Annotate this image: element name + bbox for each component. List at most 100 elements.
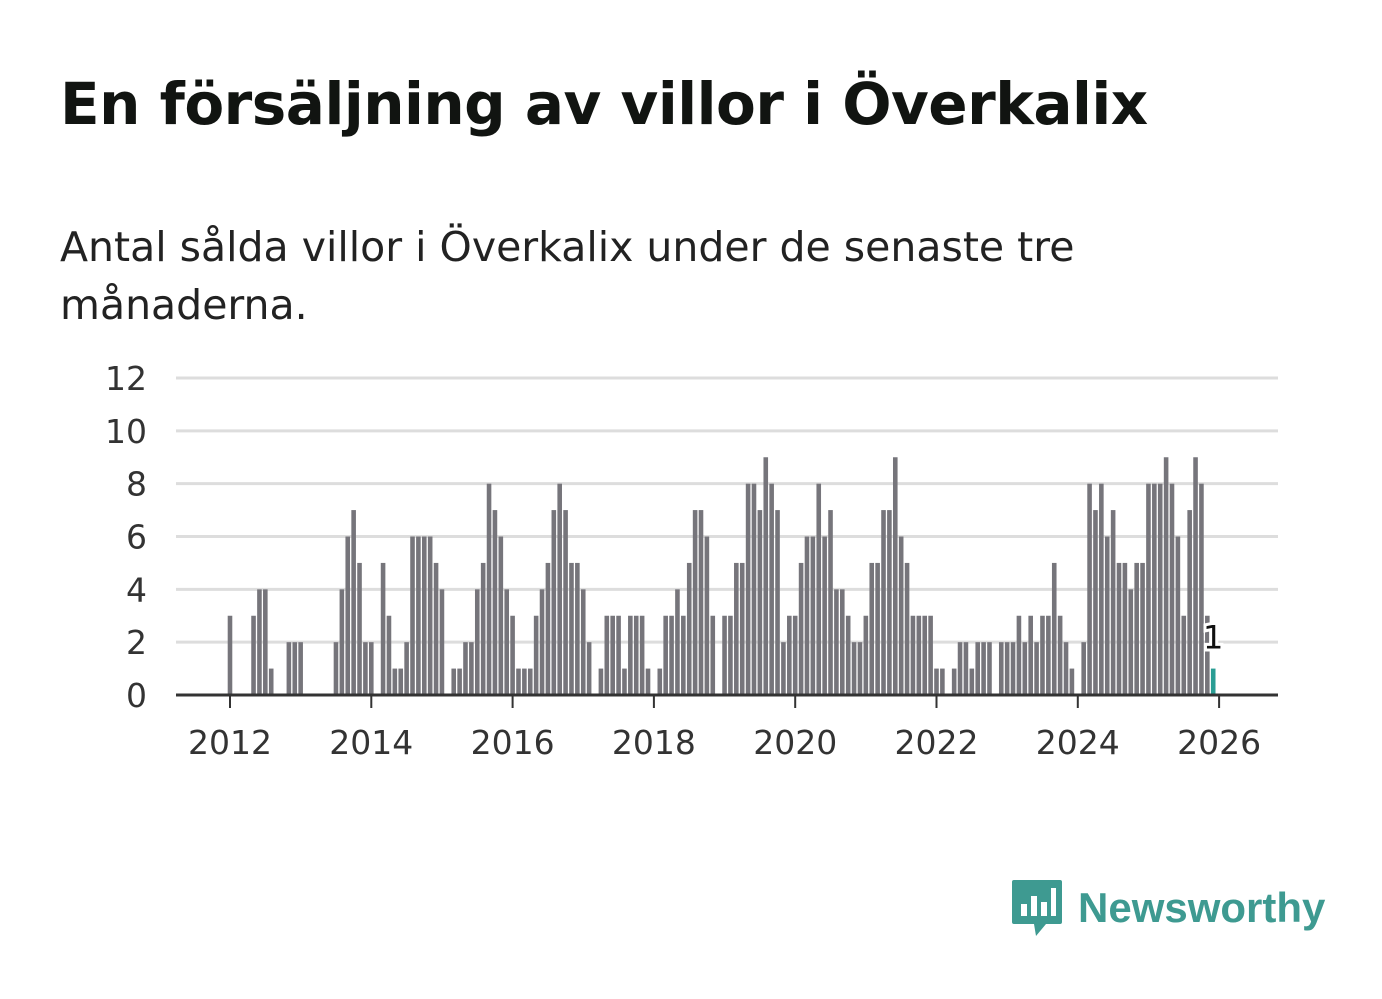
x-tick-label: 2022 xyxy=(895,723,979,762)
bar xyxy=(227,615,233,695)
bar xyxy=(533,615,539,695)
bars xyxy=(227,457,1216,695)
bar xyxy=(798,562,804,695)
bar xyxy=(692,510,698,695)
bar xyxy=(857,642,863,695)
x-tick-label: 2024 xyxy=(1036,723,1120,762)
x-tick-label: 2020 xyxy=(753,723,837,762)
bar xyxy=(563,510,568,695)
bar xyxy=(516,668,521,695)
bar xyxy=(934,668,939,695)
bar xyxy=(480,562,486,695)
bar xyxy=(887,510,892,695)
bar xyxy=(1157,483,1163,695)
y-tick-label: 12 xyxy=(105,359,147,398)
bar xyxy=(981,642,986,695)
bar xyxy=(1051,562,1057,695)
bar xyxy=(1181,615,1187,695)
bar xyxy=(586,642,592,695)
bar xyxy=(1034,642,1039,695)
bar xyxy=(1087,483,1092,695)
bar xyxy=(539,589,545,695)
bar xyxy=(1175,536,1181,695)
bar xyxy=(851,642,857,695)
bar xyxy=(522,668,527,695)
bar xyxy=(1081,642,1086,695)
bar xyxy=(257,589,262,695)
bar xyxy=(622,668,627,695)
bar xyxy=(386,615,392,695)
newsworthy-logo: Newsworthy xyxy=(1010,878,1325,938)
bar xyxy=(263,589,268,695)
bar-highlight xyxy=(1210,668,1216,695)
y-tick-label: 8 xyxy=(126,465,147,504)
bar xyxy=(298,642,303,695)
bar xyxy=(751,483,757,695)
bar xyxy=(1022,642,1028,695)
bar xyxy=(398,668,404,695)
bar xyxy=(628,615,633,695)
brand-name: Newsworthy xyxy=(1078,884,1326,931)
bar xyxy=(1040,615,1045,695)
x-tick-label: 2026 xyxy=(1177,723,1261,762)
bar xyxy=(1199,483,1204,695)
bar xyxy=(975,642,981,695)
bar xyxy=(1193,457,1198,695)
bar xyxy=(739,562,745,695)
bar xyxy=(969,668,975,695)
bar xyxy=(816,483,822,695)
bar xyxy=(1057,615,1063,695)
bar xyxy=(704,536,710,695)
y-tick-label: 10 xyxy=(105,412,147,451)
bar xyxy=(1122,562,1128,695)
bar xyxy=(810,536,816,695)
bar xyxy=(1163,457,1169,695)
bar xyxy=(781,642,786,695)
bar xyxy=(916,615,922,695)
bar xyxy=(474,589,480,695)
bar xyxy=(292,642,298,695)
bar xyxy=(792,615,798,695)
bar xyxy=(963,642,969,695)
bar xyxy=(863,615,869,695)
bar xyxy=(392,668,398,695)
bar xyxy=(421,536,427,695)
y-tick-label: 4 xyxy=(126,570,147,609)
bar xyxy=(639,615,645,695)
bar xyxy=(545,562,551,695)
bar xyxy=(598,668,604,695)
bar xyxy=(845,615,851,695)
bar xyxy=(1028,615,1033,695)
bar xyxy=(410,536,415,695)
bar xyxy=(787,615,792,695)
bar xyxy=(869,562,875,695)
bar xyxy=(351,510,356,695)
bar xyxy=(633,615,639,695)
x-axis-ticks: 2012 2014 2016 2018 2020 2022 2024 2026 xyxy=(188,695,1261,762)
bar xyxy=(875,562,880,695)
bar xyxy=(1010,642,1016,695)
bar xyxy=(898,536,904,695)
bar xyxy=(268,668,274,695)
bar xyxy=(492,510,498,695)
y-axis-ticks: 0 2 4 6 8 10 12 xyxy=(105,359,147,715)
bar xyxy=(1146,483,1151,695)
chart-subtitle: Antal sålda villor i Överkalix under de … xyxy=(60,223,1075,329)
bar xyxy=(757,510,763,695)
bar xyxy=(892,457,898,695)
bar xyxy=(940,668,945,695)
bar xyxy=(1152,483,1157,695)
bar xyxy=(1140,562,1145,695)
bar xyxy=(551,510,557,695)
bar xyxy=(957,642,963,695)
bar xyxy=(922,615,928,695)
bar xyxy=(745,483,751,695)
bar xyxy=(951,668,957,695)
bar xyxy=(763,457,769,695)
highlight-value-label: 1 xyxy=(1203,619,1223,657)
bar xyxy=(1099,483,1104,695)
bar xyxy=(686,562,692,695)
bar xyxy=(569,562,574,695)
newsworthy-logo-icon xyxy=(1012,880,1062,936)
bar xyxy=(710,615,716,695)
